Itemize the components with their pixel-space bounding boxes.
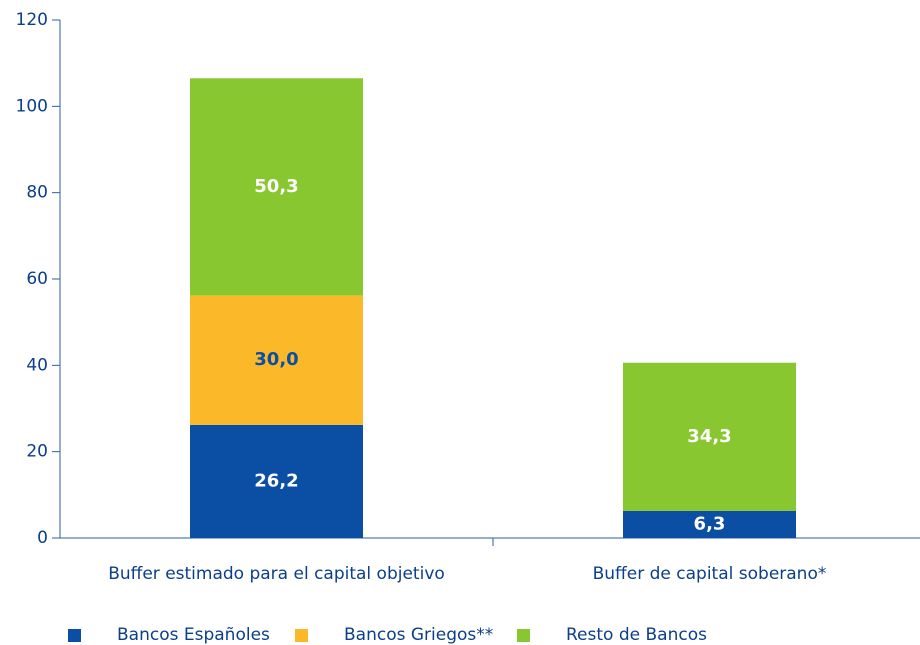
data-label: 50,3 <box>254 176 298 197</box>
legend-label: Bancos Griegos** <box>344 625 493 645</box>
y-tick-label: 80 <box>26 183 48 203</box>
y-tick-label: 0 <box>37 528 48 548</box>
data-label: 26,2 <box>254 470 298 491</box>
bar-segment <box>623 362 796 511</box>
bar-segment <box>623 510 796 538</box>
bar-segment <box>190 424 363 538</box>
x-tick-label: Buffer de capital soberano* <box>593 564 827 584</box>
legend-label: Resto de Bancos <box>566 625 707 645</box>
bar-segment <box>190 78 363 296</box>
y-tick-label: 120 <box>16 10 48 30</box>
x-tick-label: Buffer estimado para el capital objetivo <box>108 564 445 584</box>
legend-swatch <box>295 629 308 642</box>
data-label: 6,3 <box>694 513 726 534</box>
data-label: 30,0 <box>254 349 298 370</box>
y-tick-label: 100 <box>16 96 48 116</box>
y-tick-label: 40 <box>26 355 48 375</box>
bar-segment <box>190 295 363 425</box>
legend-swatch <box>517 629 530 642</box>
legend-label: Bancos Españoles <box>117 625 270 645</box>
y-tick-label: 20 <box>26 442 48 462</box>
data-label: 34,3 <box>687 426 731 447</box>
legend-swatch <box>68 629 81 642</box>
y-tick-label: 60 <box>26 269 48 289</box>
